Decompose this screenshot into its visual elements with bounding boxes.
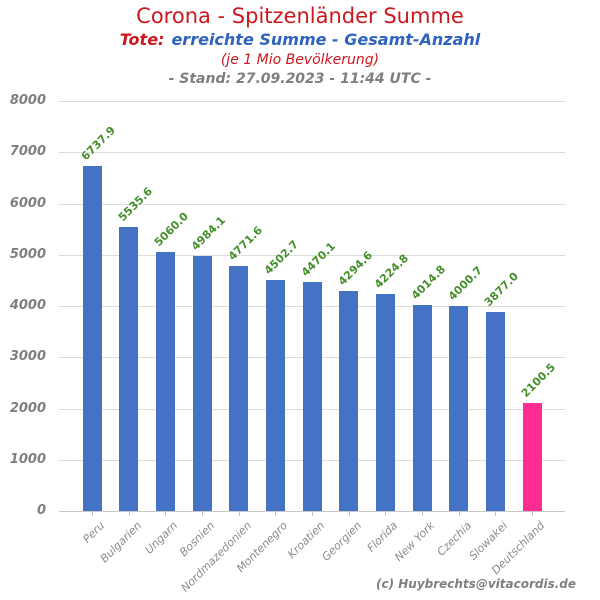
bar-value-label: 6737.9 <box>78 123 119 163</box>
x-tick-mark <box>165 512 167 516</box>
chart-subnote: (je 1 Mio Bevölkerung) <box>220 52 380 68</box>
bar-kroatien <box>302 281 322 511</box>
x-axis-line <box>59 511 565 512</box>
x-tick-mark <box>348 512 350 516</box>
gridline <box>59 152 565 154</box>
bar-peru <box>82 165 102 511</box>
bar-value-label: 4984.1 <box>188 213 229 253</box>
bar-bulgarien <box>119 227 139 511</box>
bar-new-york <box>412 305 432 511</box>
credit-text: (c) Huybrechts@vitacordis.de <box>375 577 576 591</box>
x-tick-mark <box>385 512 387 516</box>
x-tick-mark <box>458 512 460 516</box>
y-tick-label: 3000 <box>9 349 46 365</box>
y-tick-label: 7000 <box>9 144 46 160</box>
bar-value-label: 2100.5 <box>518 361 559 401</box>
y-tick-label: 4000 <box>9 298 46 313</box>
gridline <box>59 203 565 205</box>
bar-value-label: 4000.7 <box>445 263 485 303</box>
x-tick-mark <box>238 512 240 516</box>
y-tick-label: 6000 <box>9 195 46 211</box>
y-tick-label: 0 <box>36 503 46 518</box>
bar-value-label: 4470.1 <box>298 239 339 279</box>
y-tick-label: 2000 <box>9 400 46 416</box>
bar-georgien <box>339 290 359 511</box>
gridline <box>59 101 565 102</box>
bar-bosnien <box>192 255 212 511</box>
subtitle-prefix: Tote: <box>119 30 165 49</box>
y-tick-label: 8000 <box>9 93 46 108</box>
x-tick-mark <box>275 512 277 516</box>
subtitle-main: erreichte Summe - Gesamt-Anzahl <box>171 30 481 49</box>
bar-value-label: 4771.6 <box>225 224 265 264</box>
bar-value-label: 3877.0 <box>482 270 522 310</box>
x-tick-mark <box>202 512 203 516</box>
chart-subtitle: Tote: erreichte Summe - Gesamt-Anzahl <box>0 30 600 49</box>
x-tick-mark <box>495 512 497 516</box>
bar-florida <box>375 294 395 511</box>
y-tick-label: 5000 <box>9 246 46 262</box>
bar-value-label: 4224.8 <box>372 252 412 292</box>
bar-czechia <box>449 305 469 511</box>
bar-slowakei <box>485 312 505 511</box>
chart-title: Corona - Spitzenländer Summe <box>136 4 464 28</box>
x-tick-mark <box>92 512 93 516</box>
x-tick-mark <box>422 512 423 516</box>
y-tick-label: 1000 <box>9 451 46 467</box>
bar-ungarn <box>155 251 175 511</box>
x-tick-mark <box>312 512 313 516</box>
bar-value-label: 5535.6 <box>115 185 155 225</box>
bar-value-label: 4014.8 <box>408 263 449 303</box>
x-tick-mark <box>532 512 533 516</box>
bar-value-label: 4502.7 <box>262 238 302 278</box>
bar-deutschland <box>522 403 542 511</box>
bar-montenegro <box>265 280 285 511</box>
x-tick-mark <box>128 512 130 516</box>
gridline <box>59 254 565 256</box>
chart-as-of-line: - Stand: 27.09.2023 - 11:44 UTC - <box>168 71 432 87</box>
bar-nordmazedonien <box>229 266 249 511</box>
bar-value-label: 5060.0 <box>152 209 192 249</box>
